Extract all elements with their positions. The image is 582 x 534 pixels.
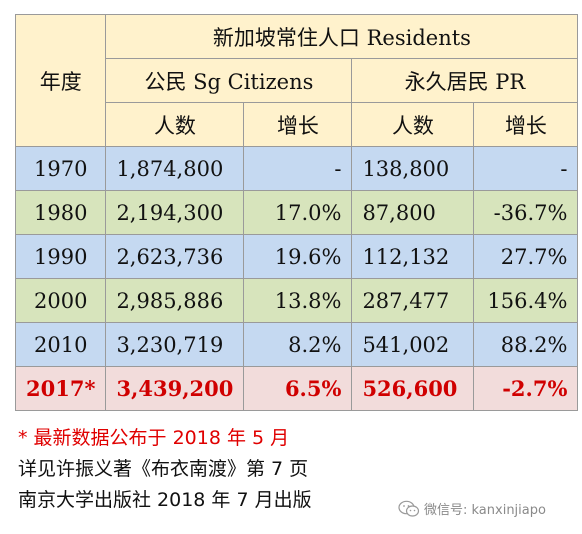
year-cell: 1990: [14, 234, 107, 279]
pr-count-cell: 112,132: [351, 234, 475, 279]
pr-growth-header: 增长: [473, 102, 579, 147]
year-cell: 2017*: [14, 366, 107, 411]
pr-count-cell: 541,002: [351, 322, 475, 367]
citizens-header: 公民 Sg Citizens: [105, 58, 353, 103]
pr-count-cell: 138,800: [351, 146, 475, 191]
citizens-count-cell: 3,439,200: [105, 366, 245, 411]
pr-growth-cell: 27.7%: [473, 234, 579, 279]
pr-count-cell: 287,477: [351, 278, 475, 323]
wechat-icon: [398, 500, 420, 517]
citizens-count-cell: 3,230,719: [105, 322, 245, 367]
table-row: 2010 3,230,719 8.2% 541,002 88.2%: [14, 322, 579, 367]
citizens-growth-cell: 6.5%: [243, 366, 353, 411]
table-row: 1970 1,874,800 - 138,800 -: [14, 146, 579, 191]
citizens-count-cell: 2,985,886: [105, 278, 245, 323]
citizens-growth-cell: 8.2%: [243, 322, 353, 367]
pr-growth-cell: -: [473, 146, 579, 191]
footnotes: * 最新数据公布于 2018 年 5 月 详见许振义著《布衣南渡》第 7 页 南…: [18, 423, 312, 516]
pr-growth-cell: -2.7%: [473, 366, 579, 411]
watermark: 微信号: kanxinjiapo: [398, 499, 546, 518]
year-cell: 2010: [14, 322, 107, 367]
pr-count-header: 人数: [351, 102, 475, 147]
citizens-growth-cell: 13.8%: [243, 278, 353, 323]
footnote-date: * 最新数据公布于 2018 年 5 月: [18, 427, 290, 449]
year-cell: 2000: [14, 278, 107, 323]
citizens-growth-cell: -: [243, 146, 353, 191]
citizens-count-header: 人数: [105, 102, 245, 147]
pr-count-cell: 87,800: [351, 190, 475, 235]
header-row-1: 年度 新加坡常住人口 Residents: [14, 14, 579, 147]
citizens-count-cell: 2,194,300: [105, 190, 245, 235]
header-row-2: 公民 Sg Citizens 永久居民 PR: [16, 58, 579, 103]
year-header: 年度: [14, 14, 107, 147]
table-row-highlight: 2017* 3,439,200 6.5% 526,600 -2.7%: [14, 366, 579, 411]
watermark-text: 微信号: kanxinjiapo: [424, 503, 546, 518]
pr-growth-cell: 88.2%: [473, 322, 579, 367]
citizens-count-cell: 1,874,800: [105, 146, 245, 191]
year-cell: 1970: [14, 146, 107, 191]
year-cell: 1980: [14, 190, 107, 235]
citizens-growth-header: 增长: [243, 102, 353, 147]
pr-growth-cell: 156.4%: [473, 278, 579, 323]
citizens-growth-cell: 17.0%: [243, 190, 353, 235]
residents-header: 新加坡常住人口 Residents: [105, 14, 579, 59]
footnote-source: 详见许振义著《布衣南渡》第 7 页: [18, 458, 309, 480]
population-table: 年度 新加坡常住人口 Residents 公民 Sg Citizens 永久居民…: [14, 14, 579, 411]
table-row: 1980 2,194,300 17.0% 87,800 -36.7%: [14, 190, 579, 235]
pr-growth-cell: -36.7%: [473, 190, 579, 235]
pr-header: 永久居民 PR: [351, 58, 579, 103]
citizens-count-cell: 2,623,736: [105, 234, 245, 279]
table-row: 2000 2,985,886 13.8% 287,477 156.4%: [14, 278, 579, 323]
footnote-publisher: 南京大学出版社 2018 年 7 月出版: [18, 489, 312, 511]
pr-count-cell: 526,600: [351, 366, 475, 411]
citizens-growth-cell: 19.6%: [243, 234, 353, 279]
table-row: 1990 2,623,736 19.6% 112,132 27.7%: [14, 234, 579, 279]
